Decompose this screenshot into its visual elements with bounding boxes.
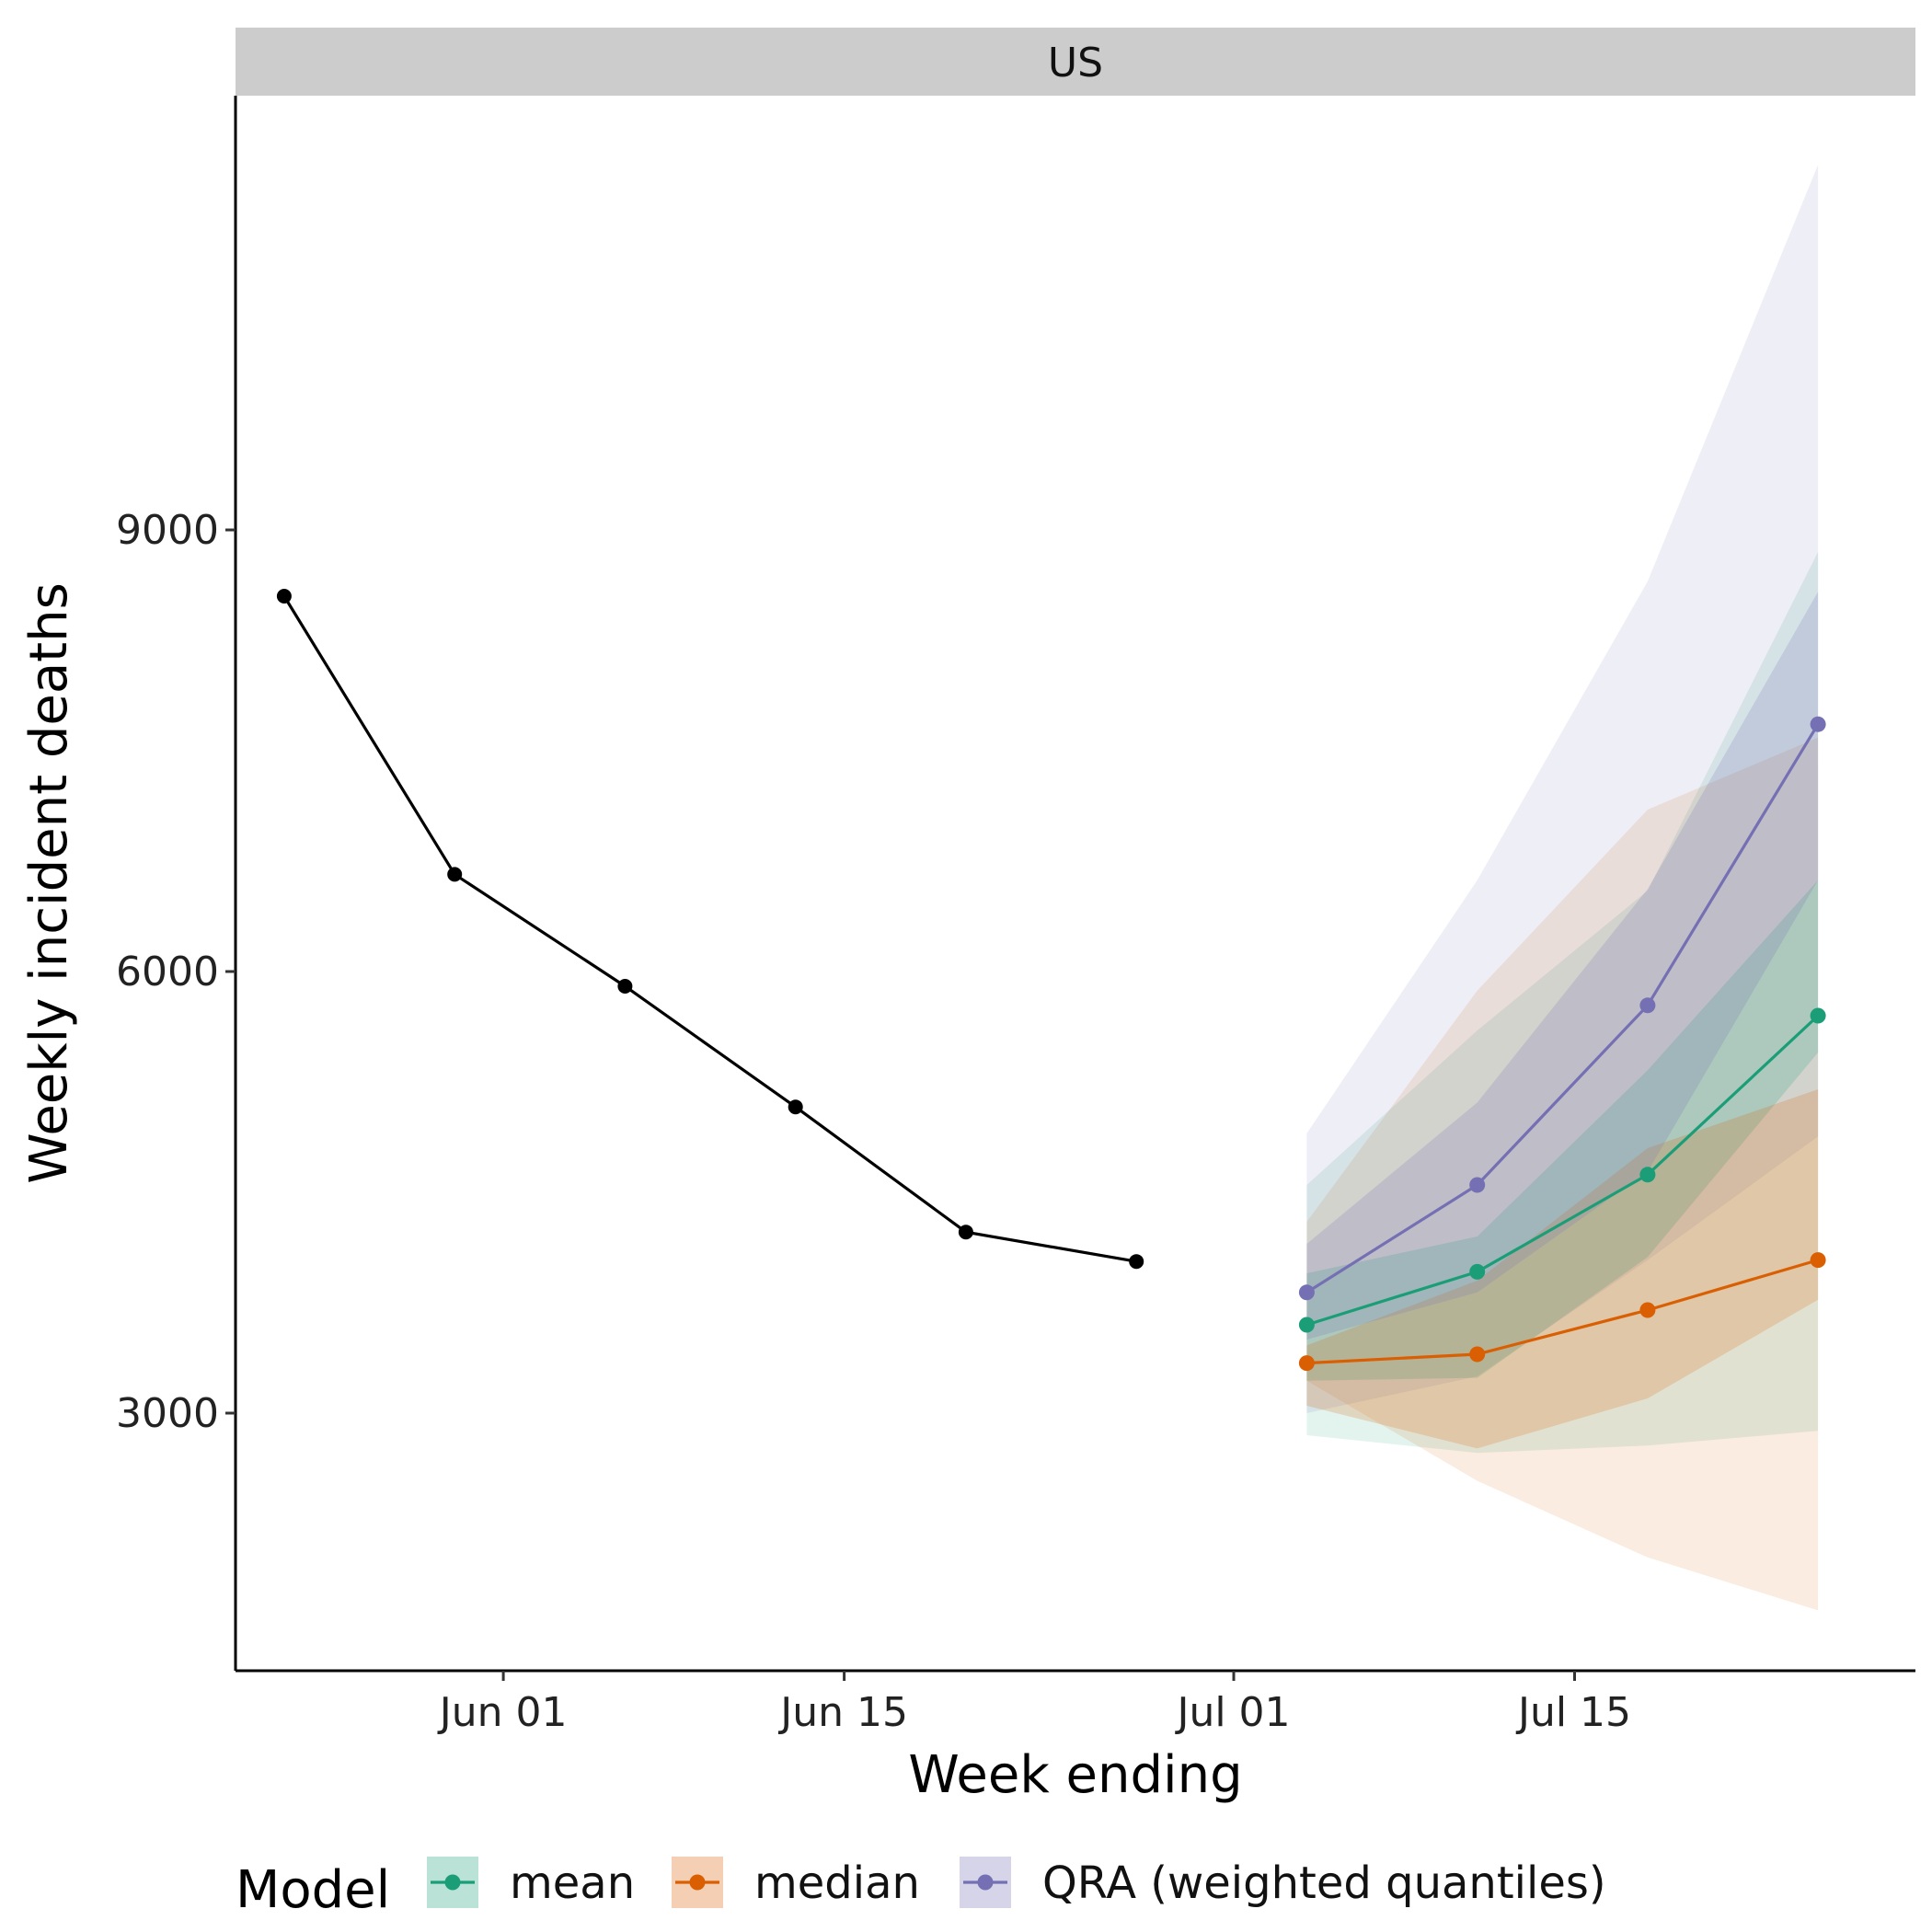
y-tick-label: 3000	[116, 1390, 219, 1437]
series-points	[276, 589, 1826, 1372]
point-median	[1298, 1355, 1315, 1372]
point-median	[1639, 1302, 1656, 1318]
series-lines	[282, 595, 1820, 1365]
band-90-mean	[1306, 552, 1819, 1454]
legend-label-qra-weighted-quantiles: QRA (weighted quantiles)	[1042, 1857, 1606, 1909]
line-qra-weighted-quantiles	[1305, 723, 1820, 1294]
x-axis-title: Week ending	[908, 1745, 1242, 1805]
facet-strip-background	[236, 28, 1915, 96]
facet-strip: US	[236, 28, 1915, 96]
observed-point	[276, 589, 292, 604]
y-axis-title: Weekly incident deaths	[19, 582, 79, 1184]
facet-strip-label: US	[1048, 40, 1103, 86]
point-qra-weighted-quantiles	[1469, 1177, 1486, 1193]
legend-title: Model	[236, 1860, 390, 1920]
band-90-median	[1306, 737, 1819, 1611]
point-mean	[1469, 1263, 1486, 1280]
forecast-bands-50	[1306, 592, 1819, 1449]
legend-label-median: median	[754, 1857, 920, 1909]
legend-keys: mean median QRA (weighted quantiles)	[427, 1857, 1606, 1909]
forecast-bands-90	[1306, 165, 1819, 1611]
x-tick-label: Jun 01	[437, 1689, 568, 1736]
observed-point	[1129, 1254, 1144, 1270]
observed-point	[958, 1225, 973, 1240]
observed-point	[788, 1099, 803, 1115]
observed-point	[447, 867, 463, 882]
legend-label-mean: mean	[510, 1857, 635, 1909]
point-median	[1810, 1252, 1826, 1269]
band-90-qra-weighted-quantiles	[1306, 165, 1819, 1414]
band-50-median	[1306, 1089, 1819, 1449]
band-50-qra-weighted-quantiles	[1306, 592, 1819, 1340]
legend-point-mean	[444, 1874, 461, 1891]
x-tick-label: Jun 15	[777, 1689, 908, 1736]
axes: 3000 6000 9000 Jun 01 Jun 15 Jul 01 Jul 15	[116, 96, 1915, 1736]
band-50-mean	[1306, 880, 1819, 1381]
point-mean	[1810, 1007, 1826, 1024]
line-median	[1306, 1259, 1819, 1365]
x-tick-label: Jul 01	[1174, 1689, 1290, 1736]
point-median	[1469, 1346, 1486, 1363]
y-tick-label: 9000	[116, 507, 219, 554]
y-axis-ticks: 3000 6000 9000	[116, 507, 236, 1437]
x-tick-label: Jul 15	[1515, 1689, 1631, 1736]
point-mean	[1639, 1167, 1656, 1183]
y-tick-label: 6000	[116, 949, 219, 995]
legend: Model mean median QRA (weighted quantiles)	[236, 1857, 1606, 1920]
point-qra-weighted-quantiles	[1298, 1284, 1315, 1301]
observed-line	[282, 595, 1137, 1263]
point-mean	[1298, 1317, 1315, 1333]
line-mean	[1305, 1014, 1820, 1327]
legend-point-qra-weighted-quantiles	[977, 1874, 994, 1891]
x-axis-ticks: Jun 01 Jun 15 Jul 01 Jul 15	[437, 1671, 1631, 1736]
legend-point-median	[689, 1874, 706, 1891]
observed-point	[617, 979, 633, 994]
point-qra-weighted-quantiles	[1810, 716, 1826, 732]
point-qra-weighted-quantiles	[1639, 997, 1656, 1014]
